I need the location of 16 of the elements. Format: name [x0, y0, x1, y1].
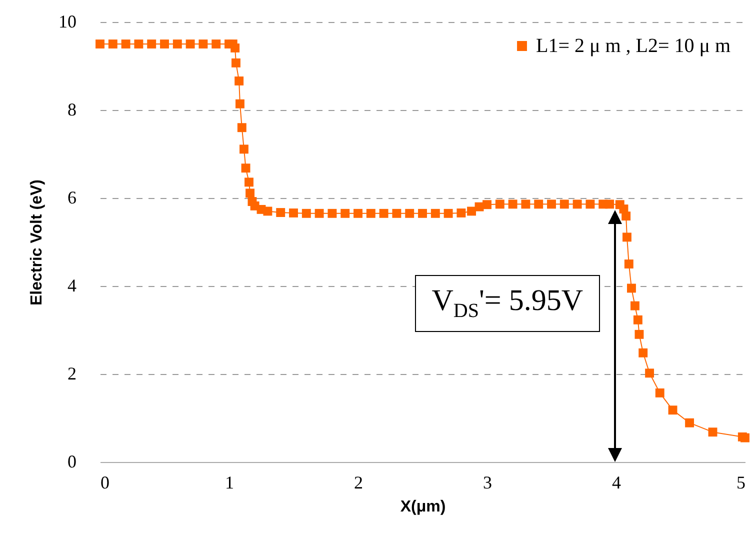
y-tick-label: 4: [68, 276, 76, 296]
y-tick-label: 0: [68, 452, 76, 472]
y-tick-label: 6: [68, 188, 76, 208]
x-axis-title: X(μm): [400, 498, 446, 516]
x-tick-label: 2: [354, 472, 363, 492]
x-tick-label: 4: [612, 472, 621, 492]
x-tick-label: 5: [736, 472, 746, 492]
annotation: V$_{DS}$'= 5.95V: [414, 275, 600, 332]
y-tick-label: 2: [68, 364, 76, 384]
x-tick-label: 1: [225, 472, 234, 492]
y-tick-label: 10: [58, 12, 76, 32]
x-tick-label: 0: [100, 472, 110, 492]
legend-label: L1= 2 μ m , L2= 10 μ m: [536, 35, 731, 57]
x-tick-label: 3: [483, 472, 492, 492]
y-axis-title: Electric Volt (eV): [28, 180, 46, 306]
y-tick-label: 8: [68, 100, 76, 120]
